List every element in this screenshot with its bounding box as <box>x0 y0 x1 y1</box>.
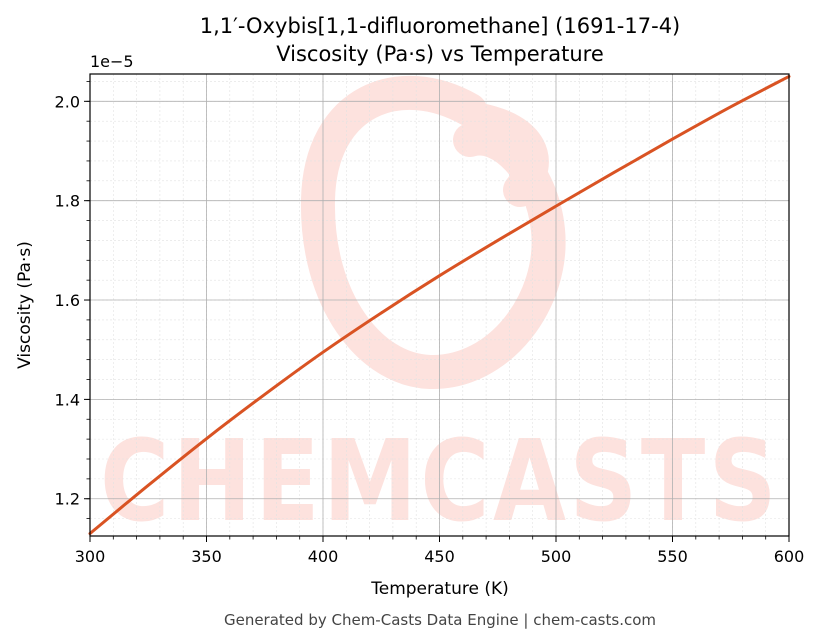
y-tick-label: 1.8 <box>55 192 80 211</box>
x-tick-label: 300 <box>75 547 106 566</box>
watermark-swirl <box>300 75 566 389</box>
y-axis-label: Viscosity (Pa·s) <box>15 241 35 369</box>
x-axis-ticks: 300 350 400 450 500 550 600 <box>75 536 805 566</box>
x-tick-label: 400 <box>308 547 339 566</box>
chemcasts-watermark-logo: CHEMCASTS <box>100 75 780 547</box>
x-tick-label: 450 <box>424 547 455 566</box>
watermark-text: CHEMCASTS <box>100 417 780 547</box>
series-layer <box>88 74 791 536</box>
viscosity-series-line <box>88 74 791 536</box>
x-tick-label: 350 <box>191 547 222 566</box>
y-axis-ticks: 1.2 1.4 1.6 1.8 2.0 <box>55 81 90 520</box>
x-tick-label: 500 <box>541 547 572 566</box>
y-tick-label: 1.2 <box>55 490 80 509</box>
y-tick-label: 1.4 <box>55 390 80 409</box>
y-tick-label: 1.6 <box>55 291 80 310</box>
x-tick-label: 550 <box>657 547 688 566</box>
chart-title-line2: Viscosity (Pa·s) vs Temperature <box>276 42 604 66</box>
chart-title-line1: 1,1′-Oxybis[1,1-difluoromethane] (1691-1… <box>200 14 681 38</box>
x-tick-label: 600 <box>774 547 805 566</box>
x-axis-label: Temperature (K) <box>370 579 509 599</box>
footer-credit: Generated by Chem-Casts Data Engine | ch… <box>224 611 656 629</box>
y-offset-label: 1e−5 <box>90 52 134 71</box>
y-tick-label: 2.0 <box>55 92 80 111</box>
